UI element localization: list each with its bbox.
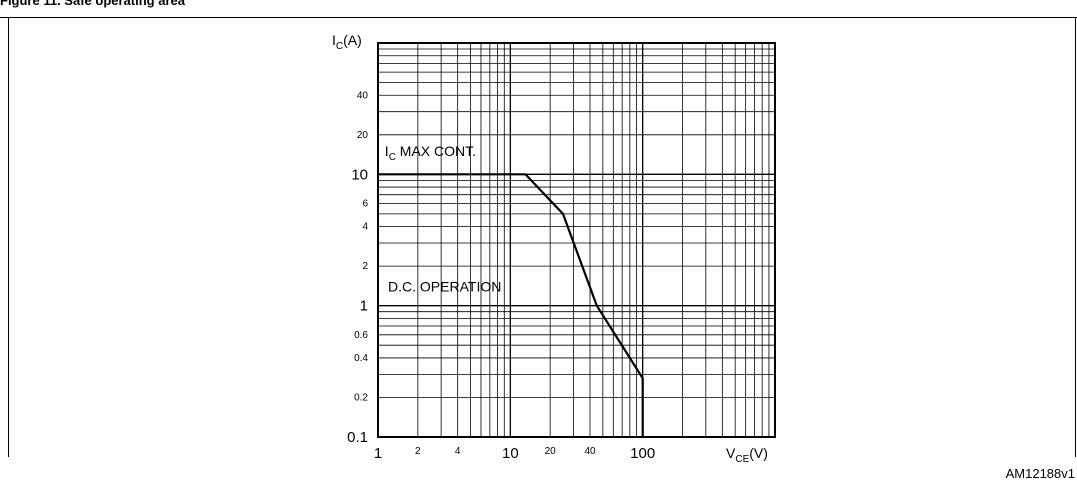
x-axis-title: VCE(V)	[726, 445, 768, 465]
y-tick-label: 0.2	[354, 392, 368, 403]
soa-boundary-line	[378, 173, 644, 437]
figure-frame-left	[8, 17, 9, 457]
annotation-ic-max-cont: IC MAX CONT.	[385, 143, 476, 163]
x-tick-labels: 1 10 100 2 4 20 40	[374, 445, 655, 462]
x-axis-title-unit: (V)	[749, 445, 768, 461]
y-axis-title-sub: C	[336, 41, 343, 52]
y-tick-labels: 0.1 1 10 0.2 0.4 0.6 2 4 6 20 40	[347, 90, 368, 446]
x-axis-title-main: V	[726, 445, 736, 461]
annotation-ic-main: I	[385, 143, 389, 159]
annotation-ic-rest: MAX CONT.	[396, 143, 476, 159]
x-axis-title-sub: CE	[735, 454, 749, 465]
y-tick-label: 40	[357, 90, 369, 101]
y-tick-label: 10	[351, 166, 368, 183]
figure-frame-top	[0, 17, 1077, 18]
x-tick-label: 100	[630, 445, 655, 462]
y-tick-label: 20	[357, 130, 369, 141]
y-axis-title-unit: (A)	[343, 32, 362, 48]
y-tick-label: 0.1	[347, 429, 368, 446]
x-tick-label: 20	[545, 446, 557, 457]
annotation-ic-sub: C	[389, 152, 396, 163]
x-tick-label: 40	[584, 446, 596, 457]
figure-caption: Figure 11. Safe operating area	[0, 0, 185, 8]
x-tick-label: 4	[455, 446, 461, 457]
annotation-dc-operation: D.C. OPERATION	[388, 278, 501, 294]
y-tick-label: 4	[362, 222, 368, 233]
reference-code: AM12188v1	[1005, 466, 1075, 481]
figure-frame-right	[1075, 17, 1076, 457]
x-tick-label: 2	[415, 446, 421, 457]
y-tick-label: 0.4	[354, 353, 368, 364]
x-tick-label: 10	[502, 445, 519, 462]
plot-border	[377, 42, 776, 438]
y-axis-title: IC(A)	[332, 32, 362, 52]
series-layer	[378, 173, 644, 437]
y-tick-label: 0.6	[354, 330, 368, 341]
y-axis-title-main: I	[332, 32, 336, 48]
y-tick-label: 6	[362, 198, 368, 209]
y-tick-label: 2	[362, 261, 368, 272]
x-tick-label: 1	[374, 445, 382, 462]
y-tick-label: 1	[360, 298, 368, 315]
grid	[378, 43, 775, 437]
